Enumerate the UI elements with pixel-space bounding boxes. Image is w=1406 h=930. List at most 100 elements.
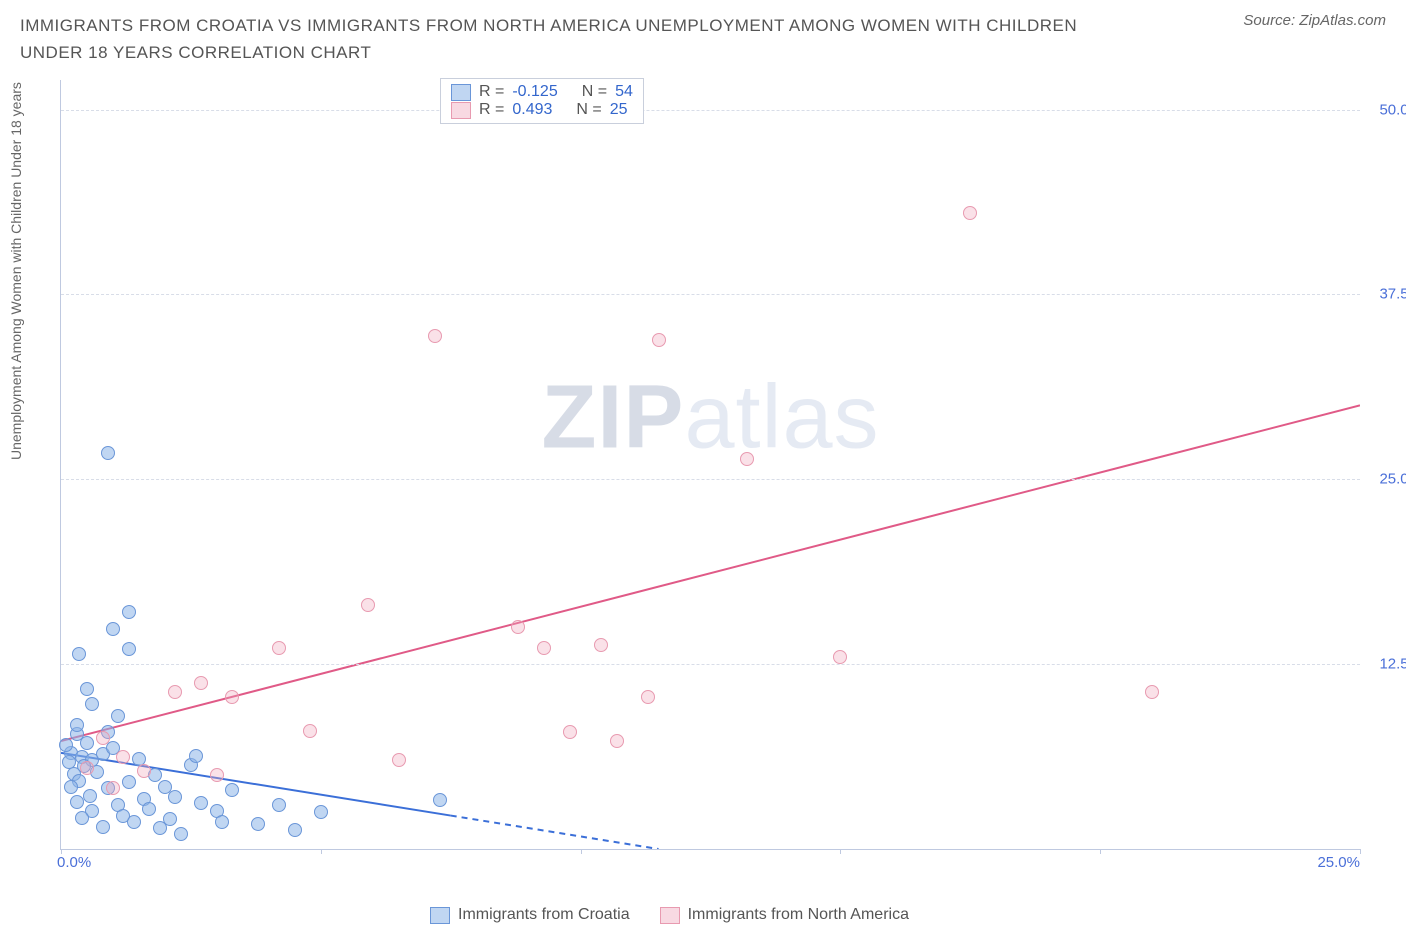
data-point	[194, 796, 208, 810]
data-point	[215, 815, 229, 829]
correlation-row-croatia: R = -0.125 N = 54	[451, 83, 633, 101]
data-point	[80, 761, 94, 775]
y-tick-label: 25.0%	[1379, 471, 1406, 488]
data-point	[314, 805, 328, 819]
data-point	[189, 749, 203, 763]
data-point	[563, 725, 577, 739]
data-point	[122, 775, 136, 789]
data-point	[392, 753, 406, 767]
data-point	[122, 642, 136, 656]
data-point	[106, 781, 120, 795]
gridline	[61, 479, 1360, 480]
data-point	[101, 446, 115, 460]
r-label: R =	[479, 83, 504, 101]
data-point	[127, 815, 141, 829]
data-point	[59, 738, 73, 752]
data-point	[194, 676, 208, 690]
data-point	[272, 641, 286, 655]
series-legend: Immigrants from Croatia Immigrants from …	[430, 906, 909, 924]
data-point	[511, 620, 525, 634]
gridline	[61, 110, 1360, 111]
data-point	[288, 823, 302, 837]
swatch-blue-icon	[451, 84, 471, 101]
legend-item-croatia: Immigrants from Croatia	[430, 906, 630, 924]
data-point	[137, 764, 151, 778]
data-point	[96, 731, 110, 745]
swatch-pink-icon	[451, 102, 471, 119]
x-tick-mark	[1100, 849, 1101, 854]
data-point	[537, 641, 551, 655]
watermark-zip: ZIP	[541, 368, 684, 468]
data-point	[64, 780, 78, 794]
legend-label-croatia: Immigrants from Croatia	[458, 906, 630, 924]
data-point	[433, 793, 447, 807]
data-point	[652, 333, 666, 347]
data-point	[70, 718, 84, 732]
data-point	[122, 605, 136, 619]
n-label: N =	[576, 101, 601, 119]
chart-header: IMMIGRANTS FROM CROATIA VS IMMIGRANTS FR…	[0, 0, 1406, 74]
y-tick-label: 37.5%	[1379, 286, 1406, 303]
y-tick-label: 12.5%	[1379, 656, 1406, 673]
data-point	[272, 798, 286, 812]
gridline	[61, 664, 1360, 665]
data-point	[111, 709, 125, 723]
data-point	[641, 690, 655, 704]
y-tick-label: 50.0%	[1379, 101, 1406, 118]
data-point	[210, 768, 224, 782]
data-point	[225, 783, 239, 797]
source-prefix: Source:	[1243, 12, 1299, 29]
x-tick-label: 25.0%	[1317, 854, 1360, 871]
gridline	[61, 294, 1360, 295]
data-point	[610, 734, 624, 748]
correlation-legend: R = -0.125 N = 54 R = 0.493 N = 25	[440, 78, 644, 124]
data-point	[1145, 685, 1159, 699]
data-point	[85, 697, 99, 711]
data-point	[75, 811, 89, 825]
data-point	[163, 812, 177, 826]
legend-label-na: Immigrants from North America	[688, 906, 909, 924]
data-point	[168, 685, 182, 699]
data-point	[168, 790, 182, 804]
x-tick-mark	[581, 849, 582, 854]
scatter-plot: ZIPatlas 12.5%25.0%37.5%50.0%0.0%25.0%	[60, 80, 1360, 850]
data-point	[116, 750, 130, 764]
data-point	[361, 598, 375, 612]
trendlines-layer	[61, 80, 1360, 849]
data-point	[106, 622, 120, 636]
x-tick-mark	[321, 849, 322, 854]
data-point	[963, 206, 977, 220]
data-point	[833, 650, 847, 664]
correlation-row-na: R = 0.493 N = 25	[451, 101, 633, 119]
data-point	[251, 817, 265, 831]
data-point	[83, 789, 97, 803]
x-tick-mark	[840, 849, 841, 854]
r-value-croatia: -0.125	[512, 83, 557, 101]
n-label: N =	[582, 83, 607, 101]
x-tick-label: 0.0%	[57, 854, 91, 871]
r-label: R =	[479, 101, 504, 119]
data-point	[225, 690, 239, 704]
data-point	[80, 682, 94, 696]
legend-item-na: Immigrants from North America	[660, 906, 909, 924]
n-value-croatia: 54	[615, 83, 633, 101]
data-point	[174, 827, 188, 841]
swatch-blue-icon	[430, 907, 450, 924]
n-value-na: 25	[610, 101, 628, 119]
chart-title: IMMIGRANTS FROM CROATIA VS IMMIGRANTS FR…	[20, 12, 1120, 66]
r-value-na: 0.493	[512, 101, 552, 119]
swatch-pink-icon	[660, 907, 680, 924]
data-point	[740, 452, 754, 466]
data-point	[428, 329, 442, 343]
data-point	[80, 736, 94, 750]
data-point	[142, 802, 156, 816]
data-point	[303, 724, 317, 738]
watermark: ZIPatlas	[541, 367, 879, 470]
y-axis-label: Unemployment Among Women with Children U…	[8, 82, 24, 460]
x-tick-mark	[1360, 849, 1361, 854]
data-point	[594, 638, 608, 652]
data-point	[96, 820, 110, 834]
source-name: ZipAtlas.com	[1299, 12, 1386, 29]
source-attribution: Source: ZipAtlas.com	[1243, 12, 1386, 29]
data-point	[72, 647, 86, 661]
